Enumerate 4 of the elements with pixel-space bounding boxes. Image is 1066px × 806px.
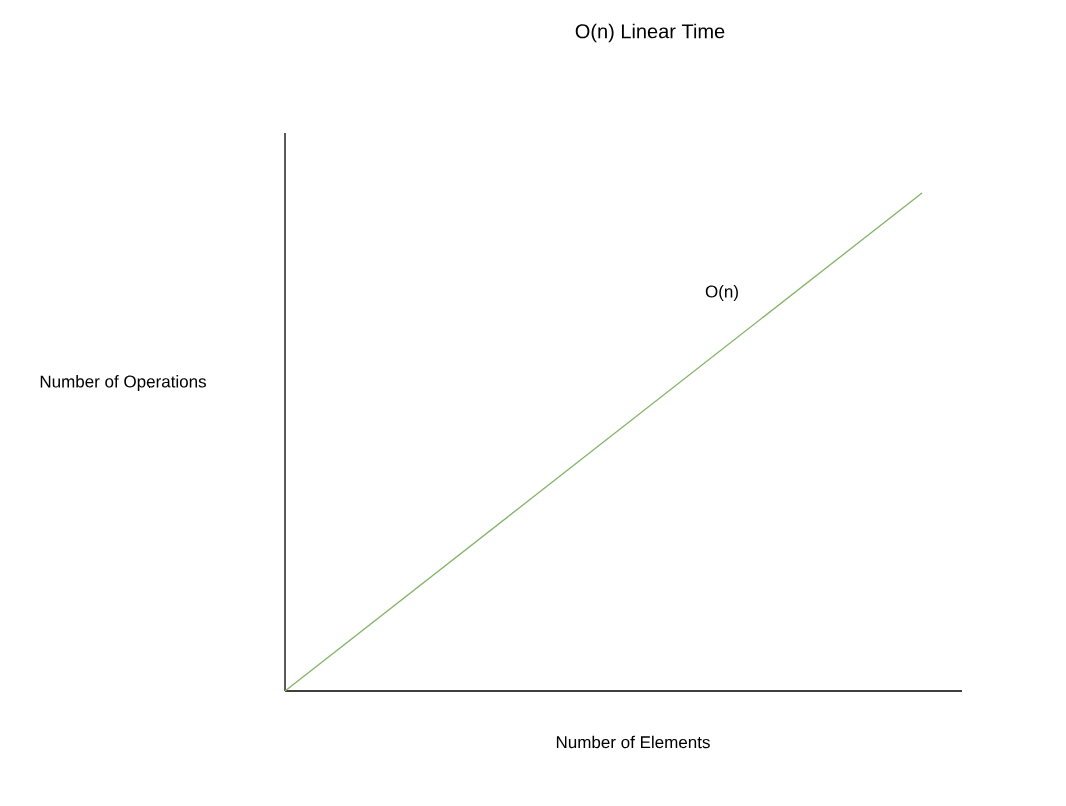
series-label: O(n) bbox=[705, 285, 738, 301]
y-axis-title: Number of Operations bbox=[40, 375, 206, 391]
chart-title: O(n) Linear Time bbox=[575, 23, 725, 43]
x-axis-title: Number of Elements bbox=[556, 735, 710, 749]
